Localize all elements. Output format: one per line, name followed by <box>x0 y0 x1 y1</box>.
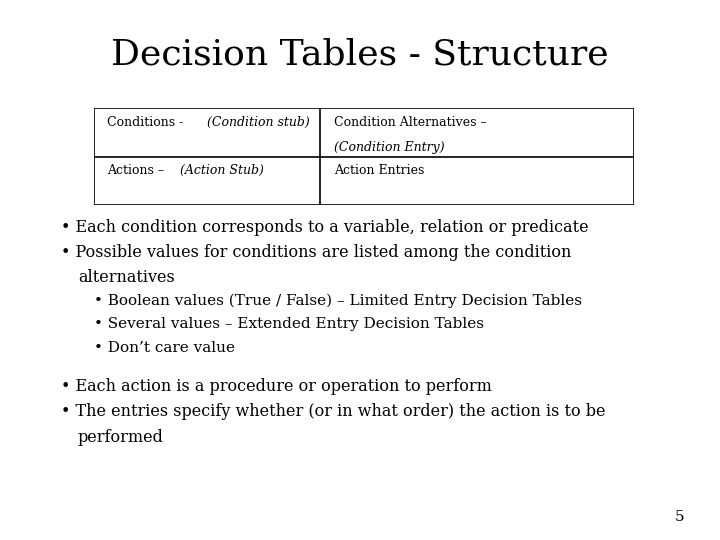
Text: • Possible values for conditions are listed among the condition: • Possible values for conditions are lis… <box>61 244 572 261</box>
Text: 5: 5 <box>675 510 684 524</box>
Text: (Condition stub): (Condition stub) <box>207 116 310 129</box>
Text: • Each condition corresponds to a variable, relation or predicate: • Each condition corresponds to a variab… <box>61 219 589 235</box>
Text: (Action Stub): (Action Stub) <box>180 164 264 177</box>
Text: Condition Alternatives –: Condition Alternatives – <box>334 116 487 129</box>
Text: Decision Tables - Structure: Decision Tables - Structure <box>111 38 609 72</box>
Text: (Condition Entry): (Condition Entry) <box>334 141 444 154</box>
Text: • Several values – Extended Entry Decision Tables: • Several values – Extended Entry Decisi… <box>94 317 484 331</box>
Text: Conditions -: Conditions - <box>107 116 187 129</box>
Text: Actions –: Actions – <box>107 164 168 177</box>
Text: performed: performed <box>78 429 163 446</box>
Text: • The entries specify whether (or in what order) the action is to be: • The entries specify whether (or in wha… <box>61 403 606 420</box>
Text: • Each action is a procedure or operation to perform: • Each action is a procedure or operatio… <box>61 378 492 395</box>
Text: • Boolean values (True / False) – Limited Entry Decision Tables: • Boolean values (True / False) – Limite… <box>94 293 582 308</box>
Text: Action Entries: Action Entries <box>334 164 424 177</box>
Text: alternatives: alternatives <box>78 269 174 286</box>
Text: • Don’t care value: • Don’t care value <box>94 341 235 355</box>
